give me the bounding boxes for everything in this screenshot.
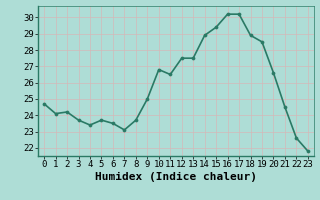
X-axis label: Humidex (Indice chaleur): Humidex (Indice chaleur)	[95, 172, 257, 182]
